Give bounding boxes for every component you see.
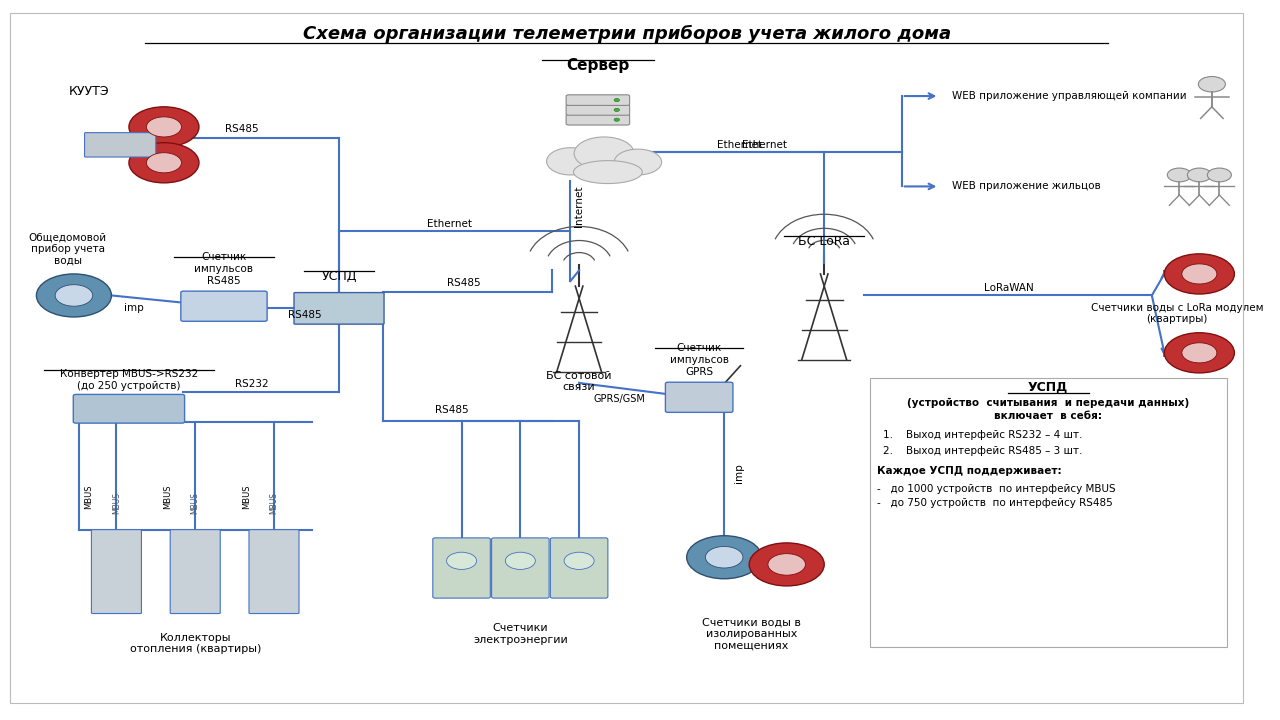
Circle shape [1188,168,1211,182]
Circle shape [146,153,182,173]
Text: БС сотовой
связи: БС сотовой связи [547,371,612,392]
Text: MBUS: MBUS [111,492,120,515]
FancyBboxPatch shape [870,378,1226,647]
Text: -   до 750 устройств  по интерфейсу RS485: - до 750 устройств по интерфейсу RS485 [877,498,1112,508]
Text: GPRS/GSM: GPRS/GSM [593,394,645,404]
Text: imp: imp [124,303,143,313]
FancyBboxPatch shape [492,538,549,598]
Circle shape [705,546,742,568]
Circle shape [1165,333,1234,373]
FancyBboxPatch shape [91,530,142,613]
FancyBboxPatch shape [566,95,630,105]
Text: Счетчик
импульсов
GPRS: Счетчик импульсов GPRS [669,343,728,377]
FancyBboxPatch shape [73,395,184,423]
Text: включает  в себя:: включает в себя: [995,411,1102,421]
Circle shape [129,143,198,183]
Circle shape [1181,343,1217,363]
Text: RS232: RS232 [234,379,269,389]
Text: 2.    Выход интерфейс RS485 – 3 шт.: 2. Выход интерфейс RS485 – 3 шт. [883,446,1083,456]
Text: (устройство  считывания  и передачи данных): (устройство считывания и передачи данных… [908,398,1189,408]
Text: БС LoRa: БС LoRa [799,235,850,248]
Text: WEB приложение жильцов: WEB приложение жильцов [952,181,1101,192]
FancyBboxPatch shape [180,291,268,321]
Text: Сервер: Сервер [566,58,630,73]
Circle shape [146,117,182,137]
Text: УСПД: УСПД [321,269,357,282]
FancyBboxPatch shape [84,132,156,157]
Circle shape [614,99,620,102]
Circle shape [129,107,198,147]
Circle shape [1165,254,1234,294]
FancyBboxPatch shape [550,538,608,598]
Text: MBUS: MBUS [164,484,173,508]
Text: imp: imp [735,464,744,483]
Ellipse shape [614,149,662,175]
Text: Счетчик
импульсов
RS485: Счетчик импульсов RS485 [195,252,253,286]
Text: MBUS: MBUS [191,492,200,515]
FancyBboxPatch shape [433,538,490,598]
Text: Счетчики
электроэнергии: Счетчики электроэнергии [474,624,568,645]
Text: Ethernet: Ethernet [717,140,762,150]
Text: Ethernet: Ethernet [426,219,471,229]
Circle shape [564,552,594,570]
FancyBboxPatch shape [566,114,630,125]
Text: -   до 1000 устройств  по интерфейсу MBUS: - до 1000 устройств по интерфейсу MBUS [877,484,1115,494]
FancyBboxPatch shape [566,104,630,115]
Text: Ethernet: Ethernet [741,140,787,150]
Circle shape [1207,168,1231,182]
Ellipse shape [547,148,594,175]
Ellipse shape [573,161,643,184]
Text: Счетчики воды с LoRa модулем
(квартиры): Счетчики воды с LoRa модулем (квартиры) [1091,302,1263,324]
Circle shape [614,118,620,121]
Text: Конвертер MBUS->RS232
(до 250 устройств): Конвертер MBUS->RS232 (до 250 устройств) [60,369,198,391]
Circle shape [1167,168,1192,182]
Circle shape [686,536,762,579]
Circle shape [614,109,620,112]
Text: УСПД: УСПД [1028,381,1069,394]
Circle shape [749,543,824,586]
Circle shape [1181,264,1217,284]
Circle shape [506,552,535,570]
Text: КУУТЭ: КУУТЭ [69,84,109,97]
Text: RS485: RS485 [447,277,481,287]
Text: Коллекторы
отопления (квартиры): Коллекторы отопления (квартиры) [129,632,261,654]
Text: Internet: Internet [575,185,584,227]
Text: Счетчики воды в
изолированных
помещениях: Счетчики воды в изолированных помещениях [703,617,801,651]
Text: RS485: RS485 [225,124,259,134]
Text: Схема организации телеметрии приборов учета жилого дома: Схема организации телеметрии приборов уч… [302,24,951,42]
Circle shape [447,552,476,570]
Text: MBUS: MBUS [270,492,279,515]
Text: MBUS: MBUS [84,484,93,508]
Circle shape [768,554,805,575]
FancyBboxPatch shape [294,292,384,324]
Ellipse shape [575,137,634,170]
Circle shape [36,274,111,317]
Circle shape [55,284,92,306]
FancyBboxPatch shape [170,530,220,613]
Text: MBUS: MBUS [242,484,251,508]
Text: LoRaWAN: LoRaWAN [984,283,1034,293]
Circle shape [1198,76,1225,92]
Text: 1.    Выход интерфейс RS232 – 4 шт.: 1. Выход интерфейс RS232 – 4 шт. [883,431,1083,441]
Text: RS485: RS485 [435,405,468,415]
Text: WEB приложение управляющей компании: WEB приложение управляющей компании [952,91,1187,101]
Text: RS485: RS485 [288,310,323,320]
Text: Каждое УСПД поддерживает:: Каждое УСПД поддерживает: [877,466,1061,476]
FancyBboxPatch shape [666,382,733,413]
Text: Общедомовой
прибор учета
воды: Общедомовой прибор учета воды [28,233,106,266]
FancyBboxPatch shape [250,530,300,613]
